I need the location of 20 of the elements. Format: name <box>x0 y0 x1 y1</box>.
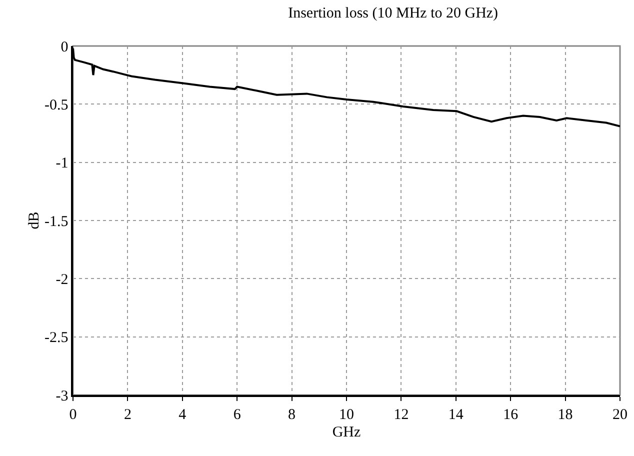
x-tick-label: 12 <box>394 406 409 423</box>
x-tick-label: 2 <box>124 406 132 423</box>
x-tick-label: 4 <box>178 406 187 423</box>
x-tick-label: 20 <box>612 406 628 423</box>
x-axis-title: GHz <box>332 424 361 440</box>
y-tick-label: -0.5 <box>44 97 68 114</box>
y-tick-label: -1 <box>56 156 68 172</box>
x-tick-label: 18 <box>558 406 573 423</box>
x-tick-label: 16 <box>503 406 519 423</box>
x-tick-label: 14 <box>448 406 464 423</box>
y-tick-label: -3 <box>56 388 68 404</box>
y-axis-title: dB <box>26 212 42 230</box>
x-tick-label: 8 <box>288 406 296 423</box>
x-tick-label: 6 <box>233 406 242 423</box>
chart-title: Insertion loss (10 MHz to 20 GHz) <box>288 5 498 22</box>
y-tick-label: 0 <box>60 39 68 56</box>
y-tick-label: -2.5 <box>44 330 68 346</box>
y-tick-label: -1.5 <box>44 214 68 230</box>
x-tick-label: 10 <box>339 406 354 423</box>
y-tick-label: -2 <box>56 272 68 288</box>
